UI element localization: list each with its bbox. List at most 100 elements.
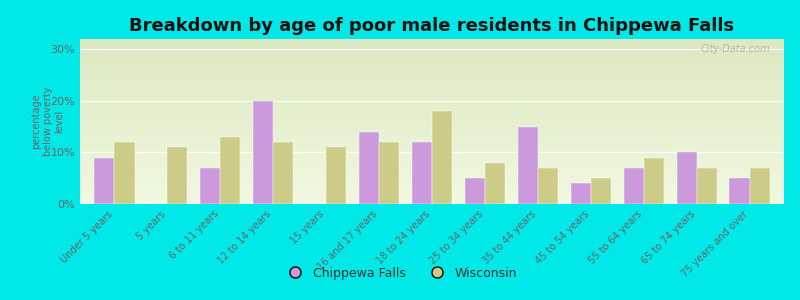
Y-axis label: percentage
below poverty
level: percentage below poverty level [31,87,64,156]
Bar [80,171,784,173]
Bar [677,152,697,204]
Bar [80,189,784,191]
Bar [80,83,784,85]
Bar [80,50,784,52]
Bar [80,145,784,146]
Bar [80,191,784,193]
Bar [80,79,784,80]
Bar [730,178,750,204]
Bar [80,141,784,143]
Bar [697,168,717,204]
Legend: Chippewa Falls, Wisconsin: Chippewa Falls, Wisconsin [278,262,522,285]
Bar [274,142,294,204]
Bar [80,194,784,196]
Bar [80,54,784,56]
Bar [80,166,784,168]
Bar [220,137,240,204]
Bar [80,154,784,156]
Bar [80,143,784,145]
Bar [80,188,784,189]
Text: City-Data.com: City-Data.com [700,44,770,54]
Bar [80,60,784,62]
Bar [80,151,784,153]
Bar [80,112,784,113]
Bar [485,163,505,204]
Bar [80,72,784,74]
Bar [80,103,784,105]
Bar [80,40,784,42]
Bar [80,97,784,98]
Bar [465,178,485,204]
Bar [80,90,784,92]
Bar [80,136,784,138]
Bar [80,173,784,174]
Bar [80,70,784,72]
Bar [80,199,784,201]
Bar [80,65,784,67]
Bar [80,159,784,161]
Bar [80,105,784,106]
Bar [80,146,784,148]
Bar [80,75,784,77]
Bar [80,102,784,103]
Bar [80,148,784,149]
Bar [80,69,784,70]
Bar [80,149,784,151]
Bar [80,57,784,59]
Bar [80,74,784,75]
Bar [80,122,784,123]
Bar [80,197,784,199]
Bar [80,123,784,125]
Bar [80,140,784,141]
Bar [114,142,134,204]
Bar [412,142,432,204]
Bar [80,116,784,118]
Bar [80,62,784,64]
Bar [80,44,784,46]
Bar [518,127,538,204]
Bar [80,92,784,93]
Bar [80,118,784,120]
Bar [80,95,784,97]
Bar [379,142,399,204]
Bar [80,49,784,50]
Bar [80,156,784,158]
Bar [253,101,274,204]
Bar [80,82,784,83]
Bar [80,39,784,40]
Bar [80,88,784,90]
Bar [80,153,784,154]
Bar [80,164,784,166]
Bar [80,186,784,188]
Bar [80,196,784,197]
Bar [80,108,784,110]
Bar [167,147,187,204]
Bar [80,113,784,115]
Bar [80,138,784,140]
Bar [80,128,784,130]
Bar [80,67,784,69]
Bar [80,131,784,133]
Bar [80,120,784,122]
Bar [80,202,784,204]
Bar [80,106,784,108]
Title: Breakdown by age of poor male residents in Chippewa Falls: Breakdown by age of poor male residents … [130,17,734,35]
Bar [80,59,784,60]
Bar [750,168,770,204]
Bar [80,93,784,95]
Bar [80,201,784,202]
Bar [80,182,784,184]
Bar [80,115,784,116]
Bar [80,178,784,179]
Bar [80,64,784,65]
Bar [80,181,784,182]
Bar [80,130,784,131]
Bar [326,147,346,204]
Bar [80,135,784,136]
Bar [80,80,784,82]
Bar [80,87,784,88]
Bar [80,163,784,164]
Bar [80,158,784,159]
Bar [80,174,784,176]
Bar [200,168,220,204]
